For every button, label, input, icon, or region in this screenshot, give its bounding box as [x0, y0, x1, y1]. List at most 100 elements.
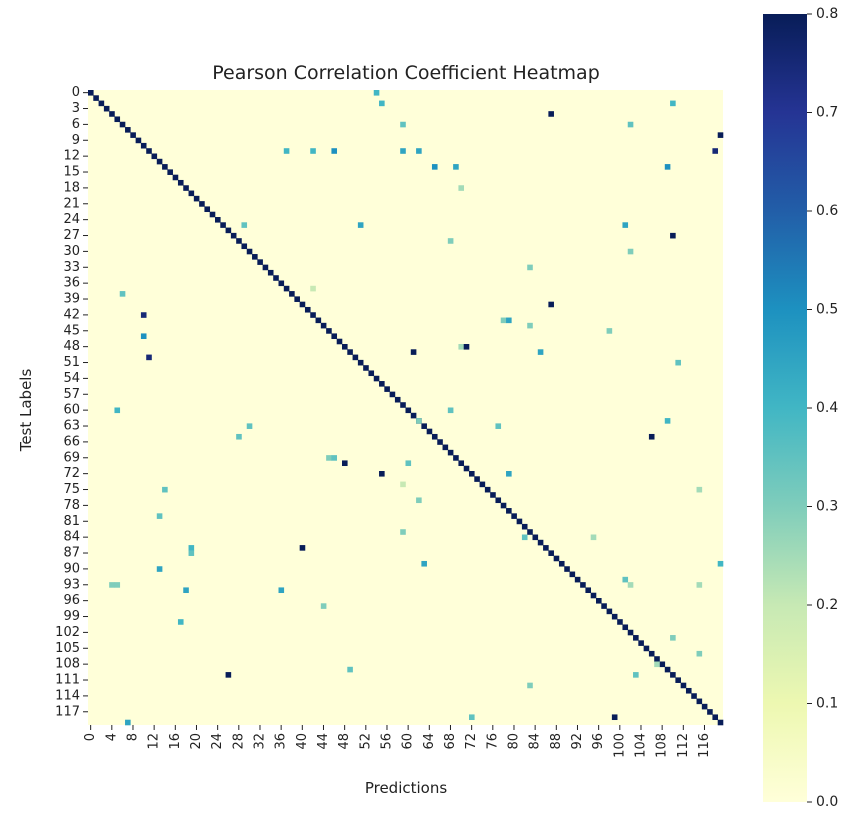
- heatmap-cell: [712, 714, 719, 721]
- heatmap-cell: [469, 714, 475, 721]
- heatmap-cell: [394, 396, 401, 403]
- colorbar-gradient: [763, 14, 807, 802]
- heatmap-cell: [379, 471, 385, 477]
- y-axis-label: Test Labels: [17, 369, 35, 453]
- x-tick-label: 88: [549, 733, 564, 750]
- heatmap-cell: [410, 349, 417, 355]
- heatmap-cell: [431, 164, 438, 170]
- colorbar-tick-label: 0.8: [816, 6, 838, 22]
- heatmap-cell: [209, 211, 216, 218]
- heatmap-cell: [447, 407, 454, 414]
- heatmap-cell: [389, 391, 396, 398]
- y-tick-label: 39: [63, 292, 80, 307]
- heatmap-cell: [701, 703, 708, 710]
- y-tick-label: 75: [63, 482, 80, 497]
- heatmap-cell: [495, 497, 502, 504]
- heatmap-cell: [416, 497, 422, 504]
- heatmap-cell: [416, 148, 422, 154]
- heatmap-cell: [421, 560, 427, 567]
- heatmap-cell: [416, 418, 422, 424]
- heatmap-cell: [606, 608, 613, 615]
- heatmap-cell: [183, 185, 189, 191]
- y-tick-label: 24: [63, 212, 80, 227]
- heatmap-cell: [431, 433, 438, 440]
- heatmap-cell: [310, 312, 316, 318]
- y-tick-label: 9: [72, 133, 80, 148]
- x-tick-label: 116: [697, 733, 712, 758]
- heatmap-cell: [516, 518, 523, 525]
- y-tick-label: 12: [63, 149, 80, 164]
- y-tick-label: 27: [63, 228, 80, 243]
- x-tick-label: 76: [485, 733, 500, 750]
- x-tick-label: 44: [316, 733, 331, 750]
- heatmap-cell: [622, 222, 629, 228]
- heatmap-cell: [633, 635, 639, 641]
- colorbar-tick-label: 0.0: [816, 794, 838, 810]
- heatmap-cell: [506, 508, 512, 514]
- heatmap-cell: [453, 455, 459, 461]
- heatmap-cell: [220, 222, 226, 228]
- heatmap-cell: [405, 460, 412, 467]
- y-tick-label: 72: [63, 466, 80, 481]
- heatmap-cell: [215, 217, 221, 223]
- colorbar: 0.0 0.1 0.2 0.3 0.4 0.5 0.6 0.7 0.8: [763, 6, 838, 810]
- x-axis-label: Predictions: [365, 779, 448, 797]
- heatmap-cell: [670, 232, 676, 239]
- heatmap-cell: [177, 619, 184, 625]
- heatmap-cell: [146, 354, 152, 361]
- heatmap-cell: [622, 576, 629, 583]
- y-axis-ticks: 0369121518212427303336394245485154576063…: [55, 85, 88, 719]
- heatmap-cell: [606, 328, 613, 334]
- heatmap-cell: [135, 137, 142, 144]
- y-tick-label: 0: [72, 85, 80, 100]
- x-axis-ticks: 0 4 8 12 16 20 24 28 32 36 40 44 48 52 56 60 64 68 72 76 80 8…: [83, 725, 712, 758]
- y-tick-label: 33: [63, 260, 80, 275]
- heatmap-cell: [310, 285, 316, 292]
- heatmap-cell: [384, 386, 390, 392]
- colorbar-tick-label: 0.2: [816, 597, 838, 613]
- heatmap-cell: [262, 264, 269, 271]
- heatmap-cell: [558, 560, 565, 567]
- x-tick-label: 52: [358, 733, 373, 750]
- heatmap-cell: [373, 375, 380, 382]
- heatmap-cell: [257, 259, 263, 265]
- heatmap-cell: [183, 587, 189, 594]
- colorbar-tick-label: 0.6: [816, 203, 838, 219]
- heatmap-cell: [114, 116, 121, 123]
- heatmap-cell: [453, 164, 459, 170]
- y-tick-label: 42: [63, 307, 80, 322]
- heatmap-cell: [140, 142, 147, 149]
- heatmap-cell: [437, 439, 443, 445]
- y-tick-label: 60: [63, 403, 80, 418]
- heatmap-cell: [342, 344, 348, 350]
- heatmap-cell: [617, 619, 623, 625]
- heatmap-cell: [596, 598, 602, 604]
- heatmap-cell: [156, 158, 163, 165]
- heatmap-cell: [590, 534, 597, 541]
- heatmap-cell: [299, 301, 306, 308]
- y-tick-label: 6: [72, 117, 80, 132]
- heatmap-cell: [506, 471, 512, 477]
- heatmap-cells: [88, 90, 724, 726]
- heatmap-cell: [590, 592, 597, 599]
- y-tick-label: 87: [63, 546, 80, 561]
- heatmap-cell: [326, 455, 332, 461]
- heatmap-cell: [156, 513, 163, 519]
- heatmap-cell: [289, 291, 295, 297]
- heatmap-cell: [611, 714, 618, 721]
- heatmap-cell: [273, 275, 279, 281]
- heatmap-cell: [580, 582, 586, 588]
- heatmap-cell: [98, 100, 105, 107]
- heatmap-cell: [643, 645, 650, 652]
- heatmap-cell: [553, 555, 560, 562]
- heatmap-cell: [463, 465, 470, 472]
- y-tick-label: 114: [55, 688, 80, 703]
- heatmap-cell: [670, 635, 676, 641]
- heatmap-cell: [352, 354, 359, 361]
- heatmap-cell: [633, 672, 639, 678]
- heatmap-cell: [204, 206, 211, 213]
- y-tick-label: 36: [63, 276, 80, 291]
- heatmap-cell: [299, 545, 306, 551]
- heatmap-cell: [712, 148, 719, 154]
- y-tick-label: 93: [63, 577, 80, 592]
